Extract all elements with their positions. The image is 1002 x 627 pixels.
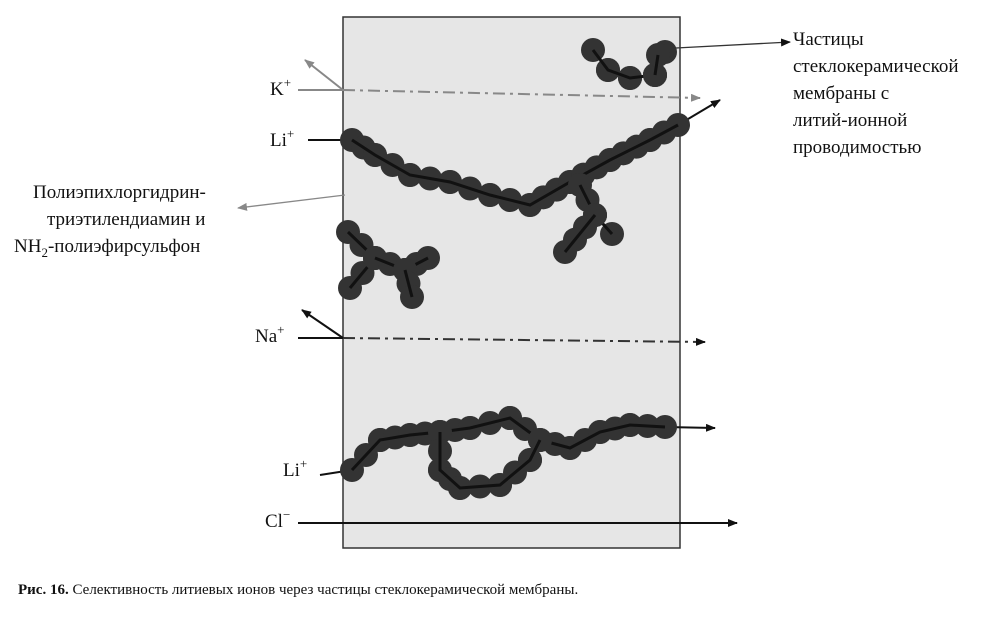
label-line: триэтилендиамин и [47,209,205,230]
ion: K+ [270,75,291,100]
chain-core [563,214,597,253]
subscript: 2 [41,245,48,260]
caption-number: Рис. 16. [18,582,69,598]
particle-chains [336,38,690,500]
chain-core [351,123,679,207]
ion-symbol: K [270,79,284,100]
chain-core [350,416,666,472]
label-line: NH2-полиэфирсульфон [14,236,200,260]
flows [237,38,791,527]
ion-symbol: Cl [265,511,283,532]
caption: Рис. 16. Селективность литиевых ионов че… [18,582,578,598]
label-line: литий-ионной [793,110,907,131]
chain-core [438,432,542,490]
ion-symbol: Li [283,460,300,481]
ion: Li+ [270,126,294,151]
label-line: Частицы [793,29,864,50]
label-line: проводимостью [793,137,921,158]
ion-charge: + [287,126,294,141]
ion-labels: K+ Li+ Na+ Li+ Cl− [255,75,307,532]
chain-core [653,54,660,76]
ion-symbol: Na [255,326,278,347]
ion: Cl− [265,507,290,532]
ion: Li+ [283,456,307,481]
ion-charge: + [277,322,284,337]
ion: Na+ [255,322,285,347]
polymer-label: Полиэпихлоргидрин- триэтилендиамин и NH2… [14,182,206,260]
label-rest: -полиэфирсульфон [48,236,200,257]
ion-charge: + [300,456,307,471]
label-line: Полиэпихлоргидрин- [33,182,206,203]
label-line: стеклокерамической [793,56,959,77]
ion-charge: + [284,75,291,90]
particles-label: Частицы стеклокерамической мембраны с ли… [793,29,959,158]
label-line: мембраны с [793,83,889,104]
chain-core [403,269,414,298]
ion-charge: − [283,507,290,522]
caption-text: Селективность литиевых ионов через части… [72,582,578,598]
ion-symbol: Li [270,130,287,151]
formula: NH [14,236,42,257]
